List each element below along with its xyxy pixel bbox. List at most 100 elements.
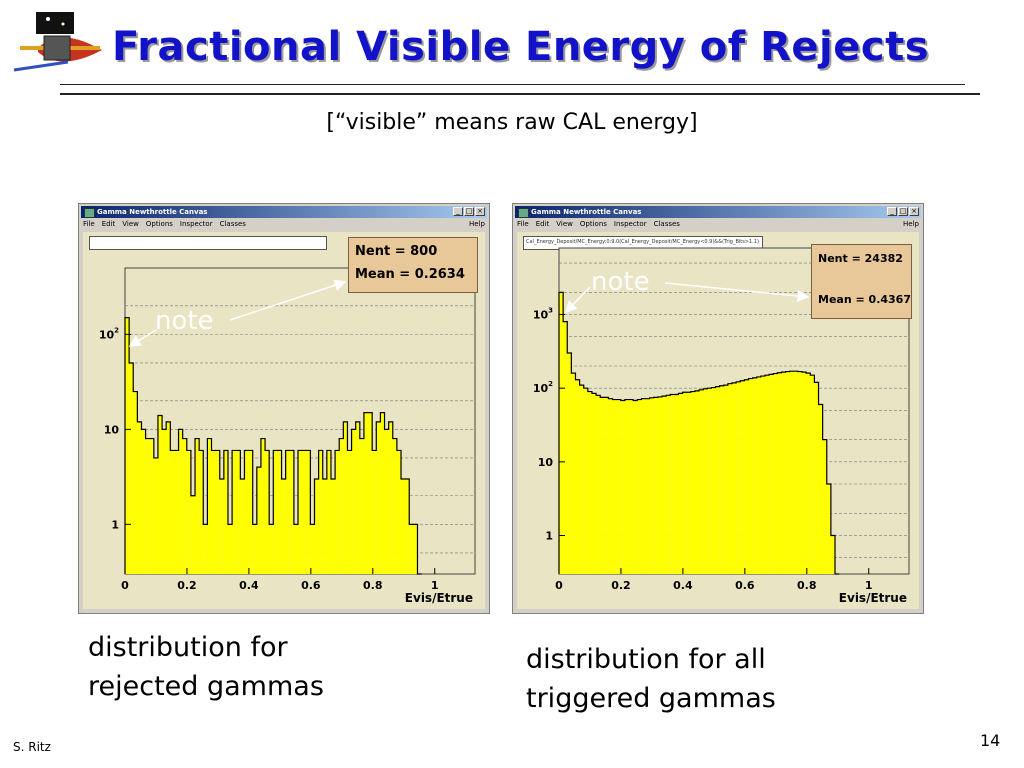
- histogram-bar: [182, 438, 187, 574]
- histogram-bar: [170, 450, 175, 574]
- histogram-bar: [699, 389, 704, 574]
- histogram-bar: [322, 479, 327, 574]
- x-axis-label: Evis/Etrue: [405, 591, 473, 605]
- histogram-bar: [719, 385, 724, 574]
- stats-box: Nent = 800 Mean = 0.2634: [348, 237, 478, 293]
- histogram-bar: [347, 450, 352, 574]
- canvas-window-triggered[interactable]: Gamma Newthrottle Canvas _ □ × File Edit…: [512, 203, 924, 614]
- caption-line: rejected gammas: [88, 671, 324, 702]
- histogram-bar: [343, 421, 348, 574]
- histogram-bar: [616, 399, 621, 574]
- histogram-bar: [236, 450, 241, 574]
- window-titlebar[interactable]: Gamma Newthrottle Canvas: [81, 206, 487, 218]
- menu-inspector[interactable]: Inspector: [613, 220, 647, 228]
- window-title: Gamma Newthrottle Canvas: [97, 208, 208, 216]
- y-tick-label: 10: [104, 423, 120, 436]
- histogram-bar: [215, 450, 220, 574]
- stats-mean: Mean = 0.4367: [818, 293, 911, 306]
- histogram-bar: [244, 450, 249, 574]
- y-tick-label: 102: [533, 380, 553, 395]
- histogram-bar: [760, 376, 765, 574]
- minimize-button[interactable]: _: [453, 207, 463, 216]
- histogram-bar: [727, 383, 733, 574]
- histogram-bar: [810, 375, 815, 574]
- y-tick-label: 103: [533, 307, 553, 322]
- histogram-bar: [575, 379, 580, 574]
- histogram-bar: [162, 429, 167, 574]
- stats-entries: Nent = 24382: [818, 252, 903, 265]
- histogram-bar: [769, 374, 774, 574]
- close-button[interactable]: ×: [909, 207, 919, 216]
- histogram-bar: [641, 398, 646, 574]
- histogram-bar: [351, 429, 356, 574]
- menu-classes[interactable]: Classes: [219, 220, 246, 228]
- histogram-bar: [781, 372, 786, 574]
- histogram-bar: [293, 524, 299, 574]
- close-button[interactable]: ×: [475, 207, 485, 216]
- histogram-bar: [359, 438, 364, 574]
- note-arrow-to-peak: [564, 286, 591, 314]
- slide-title: Fractional Visible Energy of Rejects: [112, 24, 930, 70]
- histogram-bar: [591, 393, 597, 574]
- menu-edit[interactable]: Edit: [101, 220, 116, 228]
- menu-options[interactable]: Options: [579, 220, 607, 228]
- note-arrow-to-stats: [664, 282, 810, 302]
- histogram-bar: [310, 524, 315, 574]
- menu-inspector[interactable]: Inspector: [179, 220, 213, 228]
- canvas-window-rejected[interactable]: Gamma Newthrottle Canvas _ □ × File Edit…: [78, 203, 490, 614]
- histogram-bar: [409, 524, 414, 574]
- draw-command-box[interactable]: [89, 236, 327, 250]
- caption-line: distribution for all: [526, 644, 766, 675]
- histogram-bar: [711, 387, 716, 574]
- menu-help[interactable]: Help: [903, 220, 919, 228]
- histogram-bar: [405, 479, 410, 574]
- histogram-bar: [752, 377, 757, 574]
- x-tick-label: 0.8: [797, 579, 817, 592]
- histogram-bar: [645, 398, 650, 574]
- menu-file[interactable]: File: [517, 220, 529, 228]
- menu-file[interactable]: File: [83, 220, 95, 228]
- histogram-bar: [248, 450, 253, 574]
- histogram-bar: [690, 391, 695, 574]
- histogram-bar: [629, 399, 634, 574]
- x-tick-label: 0.4: [673, 579, 693, 592]
- histogram-bar: [232, 450, 237, 574]
- histogram-bar: [657, 396, 662, 574]
- histogram-bar: [318, 450, 323, 574]
- histogram-bar: [818, 404, 823, 574]
- histogram-bar: [330, 479, 336, 574]
- histogram-bar: [793, 371, 798, 574]
- window-titlebar[interactable]: Gamma Newthrottle Canvas: [515, 206, 921, 218]
- histogram-bar: [207, 438, 212, 574]
- menu-edit[interactable]: Edit: [535, 220, 550, 228]
- menu-options[interactable]: Options: [145, 220, 173, 228]
- y-tick-label: 1: [545, 529, 553, 542]
- histogram-bar: [600, 397, 605, 574]
- caption-triggered: distribution for all triggered gammas: [526, 640, 776, 718]
- minimize-button[interactable]: _: [887, 207, 897, 216]
- app-icon: [84, 208, 95, 218]
- maximize-button[interactable]: □: [898, 207, 908, 216]
- histogram-bar: [392, 438, 397, 574]
- histogram-bar: [157, 415, 163, 574]
- note-label-left: note: [155, 306, 214, 336]
- histogram-bar: [814, 382, 819, 574]
- histogram-bar: [363, 412, 369, 574]
- histogram-bar: [125, 317, 130, 574]
- menu-view[interactable]: View: [556, 220, 573, 228]
- x-tick-label: 1: [865, 579, 873, 592]
- histogram-bar: [199, 450, 204, 574]
- x-tick-label: 0.4: [239, 579, 259, 592]
- menu-help[interactable]: Help: [469, 220, 485, 228]
- histogram-bar: [384, 429, 389, 574]
- histogram-bar: [732, 382, 737, 574]
- stats-mean: Mean = 0.2634: [355, 267, 465, 282]
- histogram-bar: [203, 524, 208, 574]
- x-tick-label: 1: [431, 579, 439, 592]
- histogram-bar: [223, 450, 228, 574]
- menu-view[interactable]: View: [122, 220, 139, 228]
- maximize-button[interactable]: □: [464, 207, 474, 216]
- x-tick-label: 0: [555, 579, 563, 592]
- histogram-bar: [830, 535, 836, 574]
- menu-classes[interactable]: Classes: [653, 220, 680, 228]
